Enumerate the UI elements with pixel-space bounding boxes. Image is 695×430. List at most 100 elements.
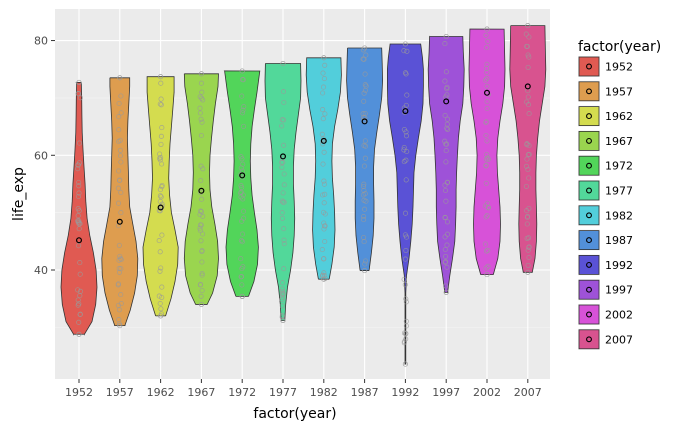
data-point: [444, 264, 450, 270]
data-point: [320, 192, 326, 198]
data-point: [361, 90, 367, 96]
data-point: [321, 149, 327, 155]
data-point: [238, 183, 244, 189]
data-point: [403, 133, 410, 139]
y-axis-title: life_exp: [11, 167, 27, 221]
data-point: [484, 83, 490, 89]
violin-1992: [387, 43, 424, 365]
data-point: [484, 69, 490, 75]
data-point: [197, 94, 203, 100]
data-point: [158, 80, 164, 86]
data-point: [198, 209, 204, 215]
data-point: [75, 193, 82, 200]
data-point: [403, 157, 409, 163]
x-tick-label: 1972: [228, 386, 256, 399]
data-point: [198, 208, 204, 214]
data-point: [485, 247, 491, 253]
data-point: [361, 163, 367, 169]
data-point: [362, 261, 368, 267]
data-point-max: [484, 26, 490, 32]
legend-label-1967: 1967: [605, 135, 633, 148]
mean-point-1962: [157, 204, 164, 211]
data-point-max: [321, 55, 327, 61]
data-point: [401, 144, 407, 151]
data-point: [361, 217, 367, 223]
data-point: [198, 163, 204, 169]
data-point: [443, 283, 449, 289]
data-point: [443, 253, 449, 260]
x-tick-label: 1977: [269, 386, 297, 399]
data-point: [157, 193, 163, 199]
data-point: [525, 64, 531, 70]
data-point: [523, 183, 529, 189]
data-point: [442, 41, 448, 47]
data-point: [240, 107, 246, 113]
data-point: [197, 282, 204, 288]
data-point: [320, 141, 326, 147]
mean-point-1967: [198, 187, 205, 194]
data-point: [523, 31, 529, 37]
data-point: [483, 119, 489, 126]
data-point: [117, 177, 123, 183]
data-point-max: [402, 41, 408, 47]
data-point: [75, 91, 82, 97]
data-point: [118, 256, 124, 262]
data-point: [159, 232, 165, 238]
data-point: [484, 76, 490, 82]
legend-label-1952: 1952: [605, 61, 633, 74]
data-point: [524, 99, 530, 105]
violin-1997: [427, 35, 465, 294]
data-point: [485, 155, 491, 161]
data-point: [320, 116, 326, 122]
data-point: [442, 246, 448, 253]
data-point: [77, 311, 83, 317]
data-point: [117, 147, 123, 153]
data-point: [200, 166, 206, 172]
data-point: [444, 86, 450, 92]
violin-1977: [264, 63, 302, 321]
data-point: [116, 114, 122, 120]
legend-point-icon: [586, 261, 592, 268]
legend-point-icon: [586, 88, 592, 95]
data-point: [240, 161, 246, 167]
data-point: [526, 205, 532, 211]
data-point-max: [117, 75, 123, 81]
data-point: [484, 99, 490, 105]
data-point: [116, 127, 122, 133]
data-point: [158, 154, 164, 161]
data-point: [281, 226, 287, 232]
mean-markers: [75, 83, 531, 244]
data-point: [362, 155, 368, 161]
data-point: [442, 234, 448, 240]
legend-point-icon: [586, 286, 592, 293]
legend-swatch-1997: [578, 279, 600, 300]
data-point: [483, 163, 489, 169]
data-point: [362, 82, 368, 88]
data-point: [402, 282, 408, 288]
data-point: [403, 71, 409, 77]
data-point: [116, 307, 122, 313]
x-tick-label: 2002: [473, 386, 501, 399]
data-point: [199, 270, 205, 277]
data-point: [361, 214, 367, 220]
violin-2007: [509, 25, 547, 273]
violin-1957: [101, 77, 139, 327]
data-point: [199, 259, 205, 265]
data-point: [442, 259, 448, 265]
legend-point-icon: [586, 187, 592, 194]
data-point: [485, 204, 492, 210]
data-point: [523, 163, 530, 169]
data-point: [117, 137, 123, 143]
data-point: [118, 159, 124, 165]
data-point: [118, 93, 124, 99]
data-point: [197, 110, 203, 116]
mean-point-2002: [484, 89, 491, 96]
data-point: [279, 123, 285, 129]
data-point: [483, 265, 489, 271]
data-point: [240, 208, 247, 214]
legend-point-icon: [586, 113, 592, 120]
data-point: [159, 182, 165, 189]
data-point: [159, 294, 165, 300]
data-point: [320, 90, 326, 96]
